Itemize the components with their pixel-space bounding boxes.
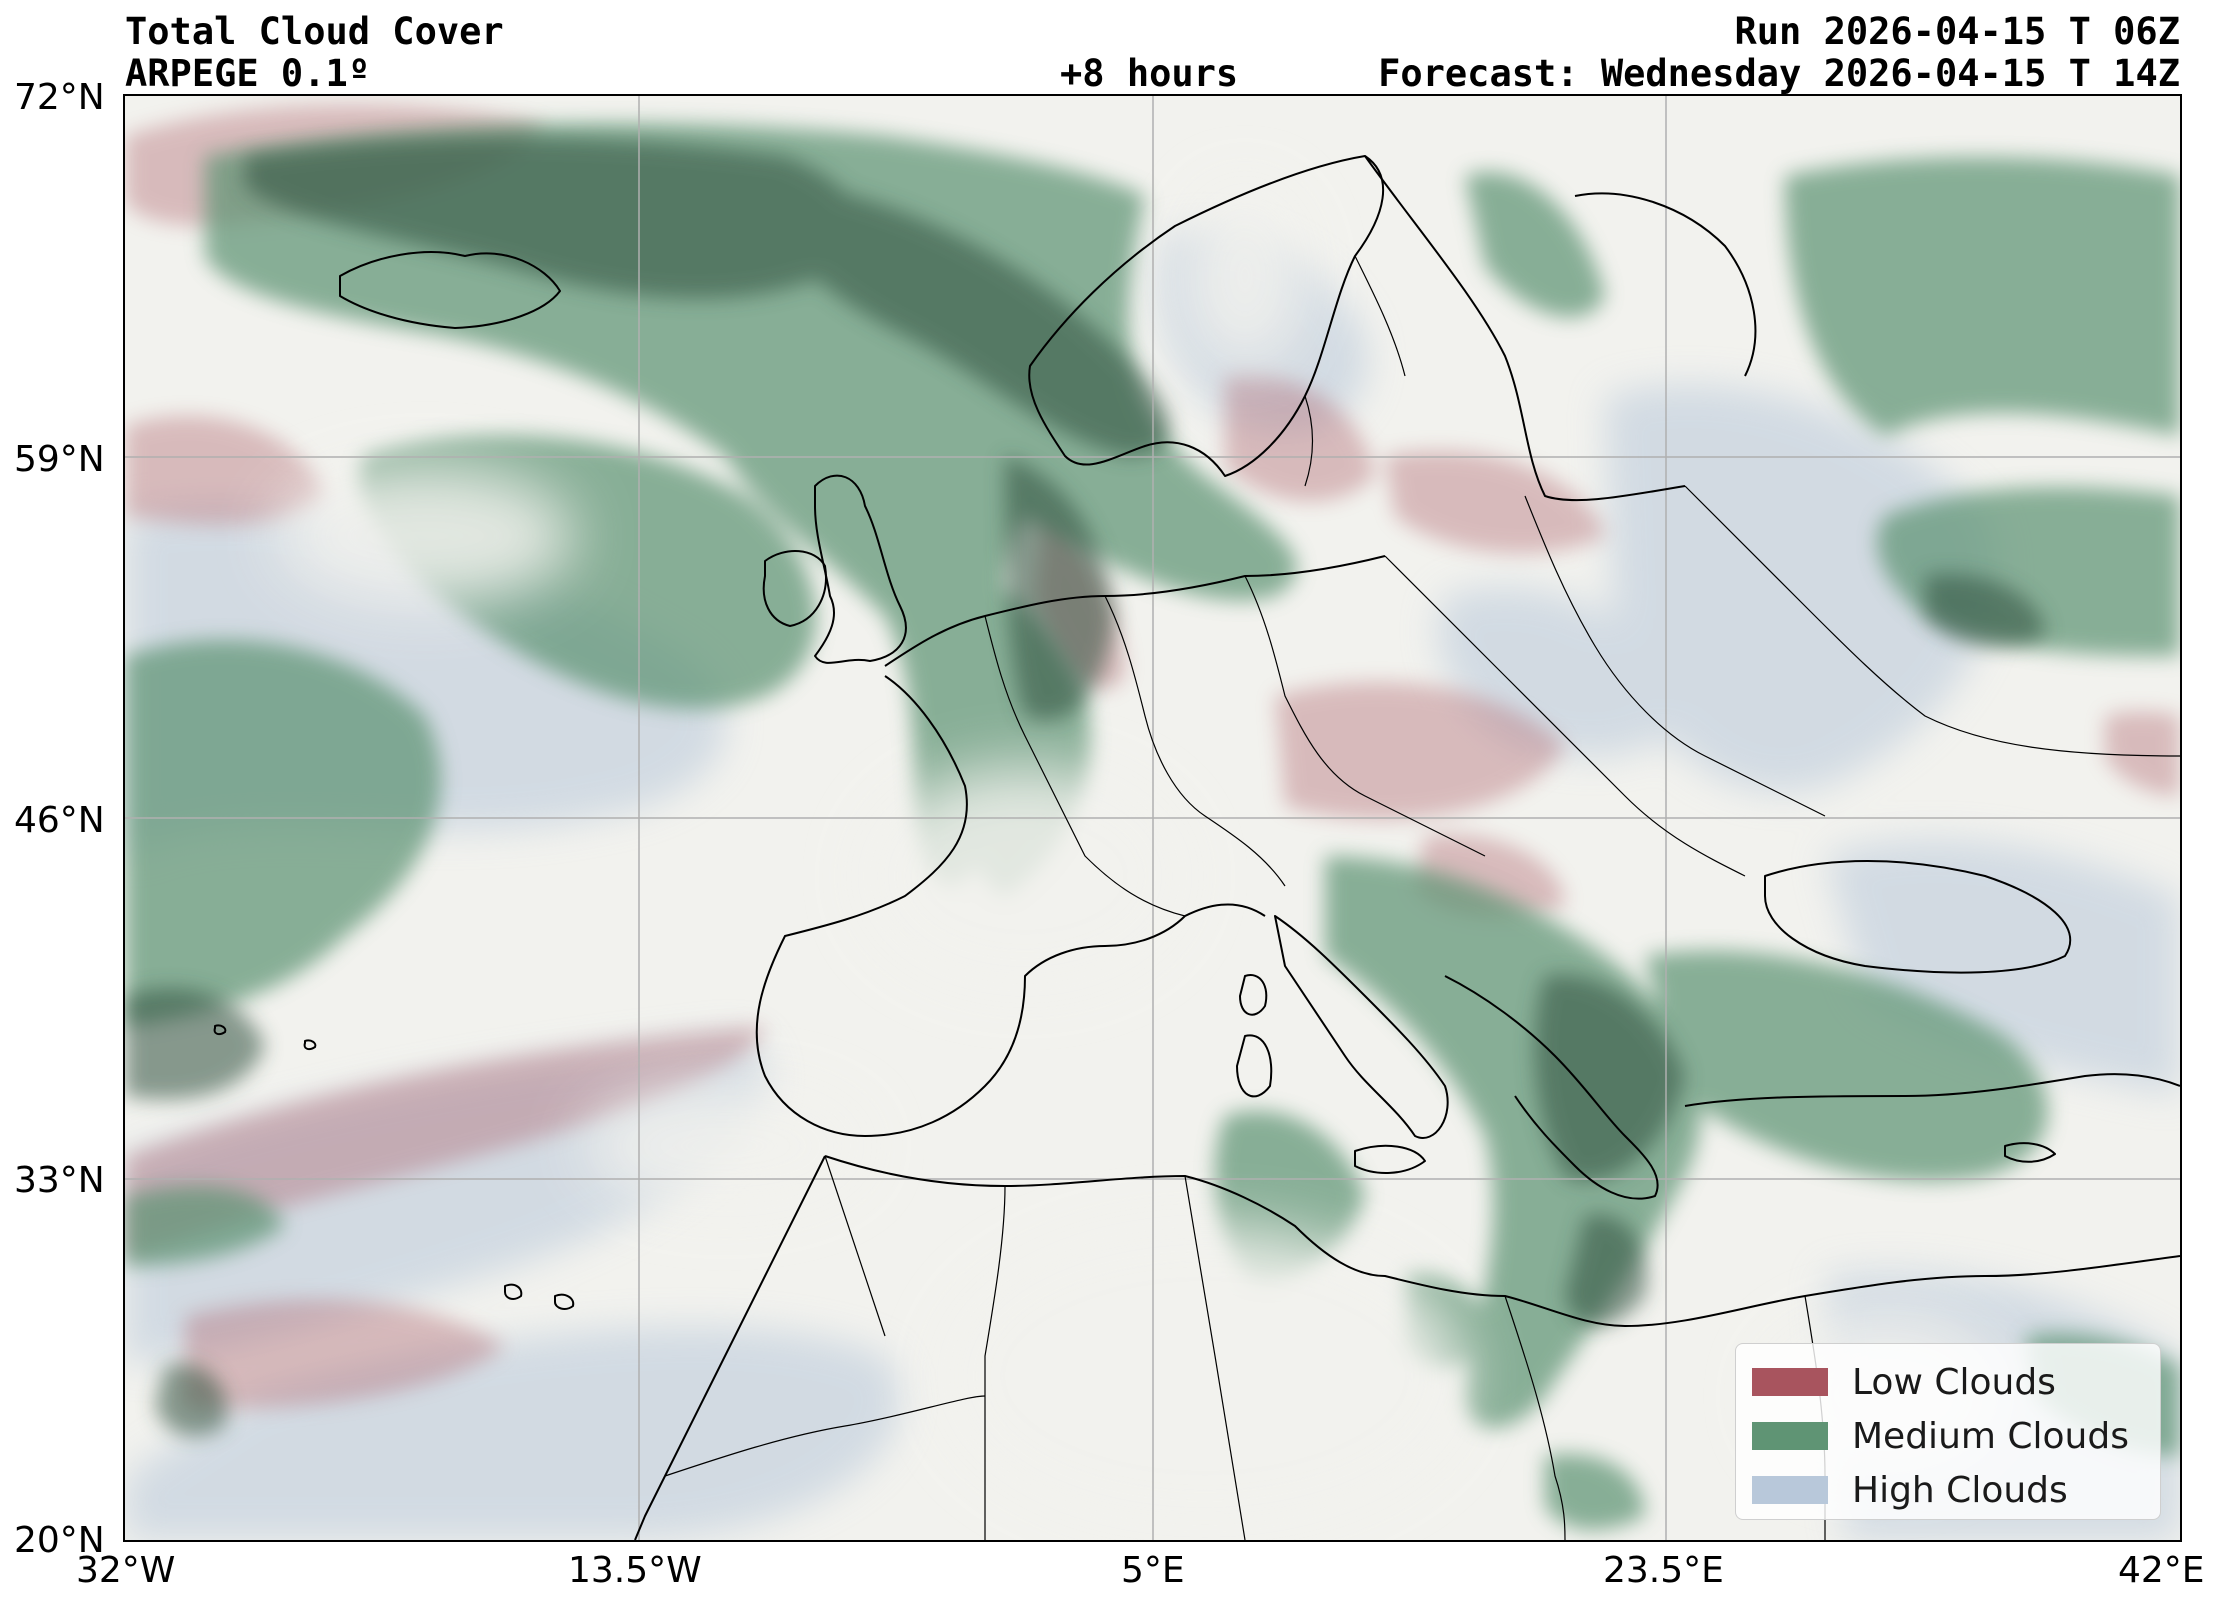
high-clouds-swatch <box>1752 1476 1828 1504</box>
map-legend: Low Clouds Medium Clouds High Clouds <box>1735 1343 2161 1520</box>
lon-label-13-5w: 13.5°W <box>568 1550 702 1591</box>
run-label: Run 2026-04-15 T 06Z <box>1734 10 2180 53</box>
legend-item-medium: Medium Clouds <box>1752 1415 2129 1457</box>
legend-label-low: Low Clouds <box>1852 1361 2056 1403</box>
medium-cloud-core <box>125 137 2045 1437</box>
lat-label-33: 33°N <box>14 1160 105 1201</box>
low-clouds-swatch <box>1752 1368 1828 1396</box>
lon-label-32w: 32°W <box>76 1550 176 1591</box>
cloud-cover-map[interactable] <box>123 94 2182 1542</box>
lat-label-20: 20°N <box>14 1520 105 1561</box>
lat-label-59: 59°N <box>14 439 105 480</box>
map-title: Total Cloud Cover <box>125 10 504 53</box>
legend-item-high: High Clouds <box>1752 1469 2068 1511</box>
legend-label-high: High Clouds <box>1852 1469 2068 1511</box>
forecast-label: Forecast: Wednesday 2026-04-15 T 14Z <box>1378 52 2180 95</box>
medium-clouds-swatch <box>1752 1422 1828 1450</box>
lat-label-72: 72°N <box>14 77 105 118</box>
coastlines <box>213 155 2180 1540</box>
model-label: ARPEGE 0.1º <box>125 52 371 95</box>
map-canvas <box>125 96 2180 1540</box>
lon-label-23-5e: 23.5°E <box>1603 1550 1724 1591</box>
legend-label-medium: Medium Clouds <box>1852 1415 2129 1457</box>
lon-label-5e: 5°E <box>1121 1550 1185 1591</box>
graticule <box>125 96 2180 1540</box>
legend-item-low: Low Clouds <box>1752 1361 2056 1403</box>
lead-time-label: +8 hours <box>1060 52 1239 95</box>
lon-label-42e: 42°E <box>2118 1550 2205 1591</box>
lat-label-46: 46°N <box>14 800 105 841</box>
